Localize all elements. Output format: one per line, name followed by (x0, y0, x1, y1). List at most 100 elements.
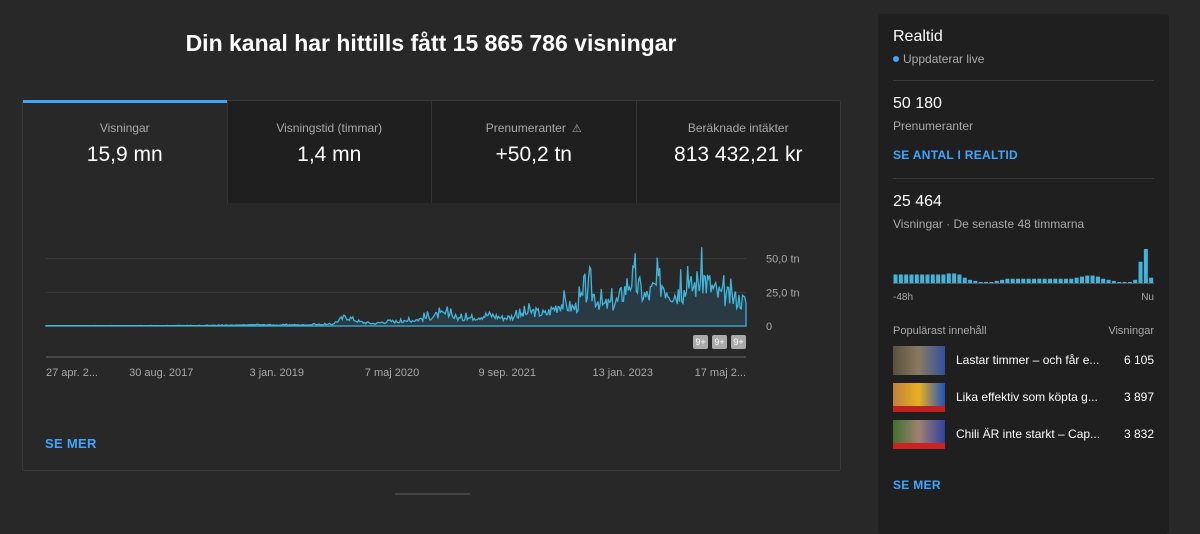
realtime-bar (1063, 278, 1068, 283)
badge-label: 9+ (733, 337, 743, 347)
tab-label: Visningstid (timmar) (276, 121, 383, 135)
realtime-bar-chart[interactable] (893, 239, 1154, 284)
tab-value: 15,9 mn (86, 143, 163, 166)
tab-value: 813 432,21 kr (674, 143, 803, 166)
tab-value: 1,4 mn (297, 143, 362, 166)
realtime-bar (1016, 278, 1021, 283)
video-thumbnail (893, 419, 945, 449)
realtime-count-link[interactable]: SE ANTAL I REALTID (893, 148, 1018, 162)
realtime-bar (968, 279, 973, 283)
realtime-bar (1031, 278, 1037, 283)
realtime-bar (994, 280, 999, 283)
realtime-title: Realtid (893, 28, 943, 45)
realtime-bar (1090, 275, 1095, 283)
tab-label: Prenumeranter (485, 121, 566, 135)
x-tick-label: 27 apr. 2... (46, 367, 98, 379)
realtime-bar (962, 277, 967, 283)
realtime-bar (1143, 249, 1148, 283)
realtime-bar (1069, 278, 1074, 283)
axis-start: -48h (893, 292, 914, 303)
live-status: Uppdaterar live (903, 52, 985, 66)
video-title: Lastar timmer – och får e... (956, 353, 1100, 367)
see-more-link[interactable]: SE MER (45, 436, 97, 451)
realtime-bar (904, 274, 909, 283)
realtime-bar (973, 280, 978, 283)
tab-revenue[interactable]: Beräknade intäkter 813 432,21 kr (636, 101, 840, 203)
views-label: Visningar · De senaste 48 timmarna (893, 217, 1085, 231)
y-tick-label: 25,0 tn (766, 287, 800, 299)
realtime-bar (1042, 278, 1047, 283)
realtime-bar (925, 274, 930, 283)
realtime-bar (989, 281, 994, 283)
metric-tabs: Visningar 15,9 mn Visningstid (timmar) 1… (23, 100, 840, 203)
divider (893, 80, 1154, 81)
realtime-bar (952, 273, 957, 283)
realtime-bar (984, 281, 989, 283)
badge[interactable] (712, 335, 727, 349)
video-views: 3 832 (1123, 427, 1154, 441)
list-item[interactable]: Chili ÄR inte starkt – Cap... 3 832 (893, 419, 1154, 449)
realtime-bar (920, 274, 925, 283)
realtime-bar (1138, 261, 1143, 283)
video-views: 6 105 (1123, 353, 1154, 367)
x-tick-label: 3 jan. 2019 (250, 367, 304, 379)
realtime-bar (1101, 278, 1106, 283)
realtime-bar (930, 274, 935, 283)
tab-subscribers[interactable]: Prenumeranter ⚠ +50,2 tn (432, 101, 637, 203)
realtime-panel: Realtid Uppdaterar live 50 180 Prenumera… (878, 14, 1169, 534)
tab-views[interactable]: Visningar 15,9 mn (23, 100, 228, 203)
analytics-card: Visningar 15,9 mn Visningstid (timmar) 1… (22, 100, 841, 471)
realtime-bar (1127, 281, 1132, 283)
realtime-bar (941, 274, 946, 283)
y-tick-label: 50,0 tn (766, 254, 800, 266)
realtime-bar (1010, 278, 1015, 283)
video-title: Lika effektiv som köpta g... (956, 390, 1098, 404)
x-tick-label: 9 sep. 2021 (479, 367, 537, 379)
badge[interactable] (693, 335, 708, 349)
warning-icon[interactable]: ⚠ (571, 123, 582, 135)
list-item[interactable]: Lastar timmer – och får e... 6 105 (893, 345, 1154, 375)
realtime-bar (1021, 278, 1026, 283)
realtime-bar (946, 273, 951, 283)
badge[interactable] (731, 335, 746, 349)
realtime-bar (1079, 276, 1084, 283)
scroll-indicator[interactable] (395, 493, 470, 495)
subscriber-label: Prenumeranter (893, 119, 974, 133)
realtime-bar (909, 274, 914, 283)
list-item[interactable]: Lika effektiv som köpta g... 3 897 (893, 382, 1154, 412)
views-header: Visningar (1108, 325, 1154, 337)
realtime-bar (1117, 281, 1122, 283)
video-thumbnail (893, 382, 945, 412)
realtime-bar (1000, 279, 1005, 283)
realtime-bar (1026, 278, 1031, 283)
realtime-bar (1047, 278, 1052, 283)
realtime-see-more-link[interactable]: SE MER (893, 478, 941, 492)
x-tick-label: 7 maj 2020 (365, 367, 419, 379)
video-thumbnail (893, 345, 945, 375)
realtime-bar (914, 274, 919, 283)
tab-label: Visningar (99, 121, 150, 135)
tab-watch-time[interactable]: Visningstid (timmar) 1,4 mn (227, 101, 432, 203)
subscriber-count: 50 180 (893, 95, 942, 112)
popular-header: Populärast innehåll (893, 325, 987, 337)
page-title: Din kanal har hittills fått 15 865 786 v… (185, 30, 677, 56)
realtime-bar (936, 274, 941, 283)
realtime-bar (1058, 278, 1063, 283)
realtime-bar (978, 281, 983, 283)
realtime-bar (1095, 276, 1100, 283)
realtime-bar (1005, 278, 1010, 283)
realtime-bar (898, 274, 903, 283)
tab-label: Beräknade intäkter (687, 121, 789, 135)
live-dot-icon (893, 56, 899, 62)
views-chart[interactable]: 75,0 tn 50,0 tn 25,0 tn 0 27 apr. 2... 30 aug… (23, 231, 840, 411)
badge-label: 9+ (695, 337, 705, 347)
badge-label: 9+ (714, 337, 724, 347)
realtime-bar (1149, 277, 1154, 283)
y-tick-label: 0 (766, 321, 772, 333)
tab-value: +50,2 tn (495, 143, 572, 166)
realtime-bar (1122, 281, 1127, 283)
video-views: 3 897 (1123, 390, 1154, 404)
realtime-bar (1053, 278, 1058, 283)
realtime-bar (893, 274, 898, 283)
axis-end: Nu (1141, 292, 1154, 303)
